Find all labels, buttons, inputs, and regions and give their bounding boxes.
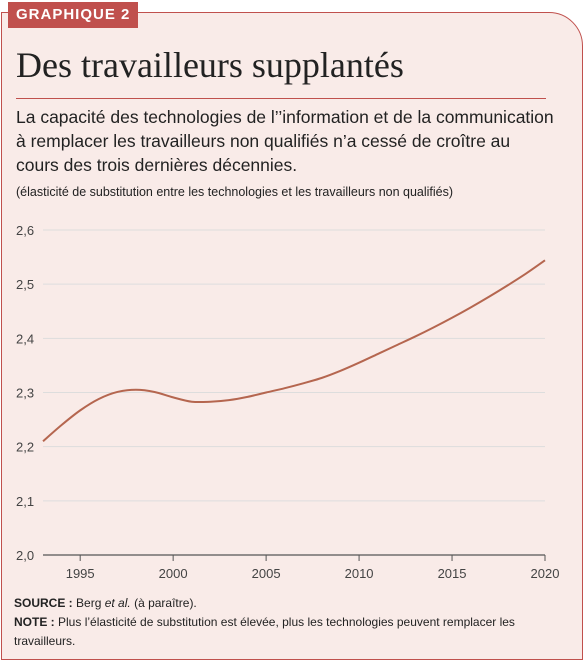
note-line: NOTE : Plus l’élasticité de substitution… bbox=[14, 613, 554, 651]
grid-lines bbox=[43, 229, 545, 556]
series-layer bbox=[42, 259, 546, 443]
source-rest: (à paraître). bbox=[134, 596, 197, 610]
chart-title: Des travailleurs supplantés bbox=[16, 45, 404, 85]
x-tick-label: 1995 bbox=[66, 566, 95, 581]
note-label: NOTE : bbox=[14, 615, 55, 629]
source-etal: et al. bbox=[104, 596, 131, 610]
x-tick-label: 2005 bbox=[252, 566, 281, 581]
y-tick-label: 2,0 bbox=[16, 548, 34, 563]
x-tick-label: 2015 bbox=[438, 566, 467, 581]
x-tick-label: 2000 bbox=[159, 566, 188, 581]
y-tick-label: 2,2 bbox=[16, 440, 34, 455]
title-divider bbox=[16, 98, 546, 99]
line-chart: 2,0 2,1 2,2 2,3 2,4 2,5 2,6 1995 2000 2005 2010 20… bbox=[16, 223, 560, 581]
y-tick-label: 2,3 bbox=[16, 386, 34, 401]
source-line: SOURCE : Berg et al. (à paraître). bbox=[14, 594, 554, 613]
source-label: SOURCE : bbox=[14, 596, 73, 610]
y-tick-label: 2,4 bbox=[16, 331, 34, 346]
source-author: Berg bbox=[76, 596, 102, 610]
series-line bbox=[42, 259, 546, 443]
y-axis-ticks: 2,0 2,1 2,2 2,3 2,4 2,5 2,6 bbox=[16, 223, 34, 563]
x-tick-label: 2020 bbox=[531, 566, 560, 581]
figure-label: GRAPHIQUE 2 bbox=[8, 2, 139, 28]
x-axis-ticks: 1995 2000 2005 2010 2015 2020 bbox=[66, 555, 560, 581]
chart-subtitle: La capacité des technologies de l’’infor… bbox=[16, 107, 554, 175]
x-tick-label: 2010 bbox=[345, 566, 374, 581]
chart-notes: SOURCE : Berg et al. (à paraître). NOTE … bbox=[14, 594, 554, 651]
y-tick-label: 2,6 bbox=[16, 223, 34, 238]
unit-note: (élasticité de substitution entre les te… bbox=[16, 185, 454, 199]
y-tick-label: 2,5 bbox=[16, 277, 34, 292]
note-text: Plus l’élasticité de substitution est él… bbox=[14, 615, 515, 648]
chart-card bbox=[1, 12, 583, 660]
y-tick-label: 2,1 bbox=[16, 494, 34, 509]
